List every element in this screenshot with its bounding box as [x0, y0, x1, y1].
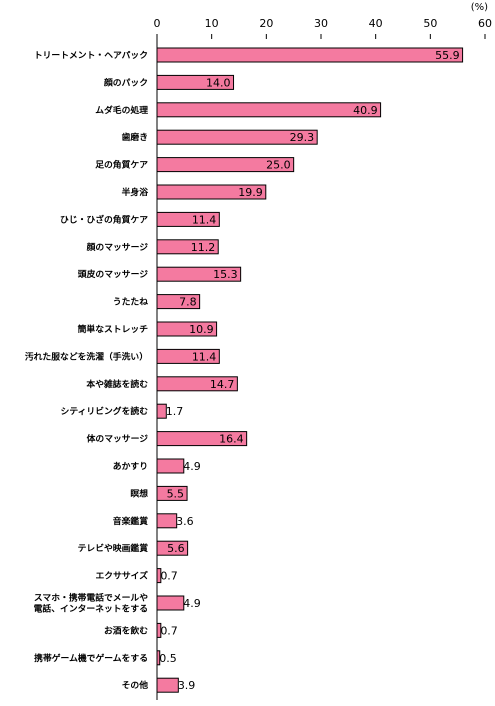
data-label: 29.3: [290, 131, 315, 144]
data-label: 11.4: [192, 213, 217, 226]
data-label: 5.6: [167, 542, 185, 555]
x-tick-label: 30: [314, 17, 328, 30]
category-label: 半身浴: [122, 186, 149, 198]
category-label: あかすり: [113, 461, 148, 472]
data-label: 3.6: [176, 515, 194, 528]
category-label: 携帯ゲーム機でゲームをする: [34, 652, 148, 664]
data-label: 5.5: [167, 487, 185, 500]
bar: [156, 321, 218, 337]
x-tick-label: 10: [205, 17, 219, 30]
category-label: うたたね: [113, 297, 148, 308]
data-label: 14.7: [210, 378, 235, 391]
category-label: トリートメント・ヘアパック: [34, 49, 148, 61]
bar: [156, 74, 235, 90]
bar: [156, 129, 318, 145]
bar: [156, 47, 464, 63]
data-label: 40.9: [353, 104, 378, 117]
category-label: 足の角質ケア: [95, 159, 148, 171]
x-tick-label: 40: [369, 17, 383, 30]
bar: [156, 568, 162, 584]
data-label: 0.7: [160, 624, 178, 637]
category-label: 歯磨き: [122, 131, 148, 143]
bar: [156, 622, 162, 638]
x-tick-label: 20: [259, 17, 273, 30]
category-label: 電話、インターネットをする: [34, 603, 148, 615]
data-label: 1.7: [166, 405, 184, 418]
category-label: テレビや映画鑑賞: [78, 542, 149, 554]
x-tick-label: 0: [154, 17, 161, 30]
data-label: 11.2: [191, 241, 216, 254]
category-label: 音楽鑑賞: [113, 515, 148, 527]
data-label: 14.0: [206, 76, 231, 89]
bar: [156, 239, 219, 255]
x-tick-label: 60: [478, 17, 492, 30]
data-label: 0.7: [160, 570, 178, 583]
category-label: その他: [122, 679, 149, 691]
data-label: 11.4: [192, 350, 217, 363]
category-label: 簡単なストレッチ: [78, 323, 149, 335]
category-label: 顔のマッサージ: [86, 241, 149, 253]
category-label: 本や雑誌を読む: [85, 378, 148, 390]
category-label: 瞑想: [130, 487, 148, 499]
category-label: お酒を飲む: [104, 624, 148, 636]
data-label: 15.3: [213, 268, 238, 281]
data-label: 55.9: [435, 49, 460, 62]
bar: [156, 376, 238, 392]
category-label: ひじ・ひざの角質ケア: [60, 213, 148, 225]
data-label: 4.9: [183, 597, 201, 610]
data-label: 25.0: [266, 159, 291, 172]
bar: [156, 266, 242, 282]
category-label: エクササイズ: [95, 570, 148, 582]
x-tick-label: 50: [423, 17, 437, 30]
data-label: 16.4: [219, 433, 244, 446]
category-label: 顔のパック: [103, 76, 148, 88]
data-label: 4.9: [183, 460, 201, 473]
bar: [156, 403, 167, 419]
category-label: 汚れた服などを洗濯（手洗い）: [25, 350, 148, 362]
data-label: 0.5: [159, 652, 177, 665]
bar: [156, 431, 248, 447]
data-label: 10.9: [189, 323, 214, 336]
bar: [156, 294, 201, 310]
data-label: 3.9: [178, 679, 196, 692]
category-label: ムダ毛の処理: [95, 104, 148, 116]
unit-label: (%): [471, 2, 488, 13]
data-label: 19.9: [238, 186, 263, 199]
bar: [156, 677, 179, 693]
bar: [156, 513, 178, 529]
bar: [156, 650, 161, 666]
category-label: スマホ・携帯電話でメールや: [34, 592, 148, 604]
data-label: 7.8: [179, 296, 197, 309]
bar: [156, 595, 185, 611]
category-label: シティリビングを読む: [61, 405, 149, 417]
bar: [156, 485, 188, 501]
bar: [156, 348, 220, 364]
category-label: 頭皮のマッサージ: [78, 268, 148, 280]
bar: [156, 102, 382, 118]
bar: [156, 540, 189, 556]
bar: [156, 458, 185, 474]
bar: [156, 184, 267, 200]
category-label: 体のマッサージ: [87, 433, 149, 445]
bar: [156, 211, 220, 227]
bar: [156, 157, 295, 173]
